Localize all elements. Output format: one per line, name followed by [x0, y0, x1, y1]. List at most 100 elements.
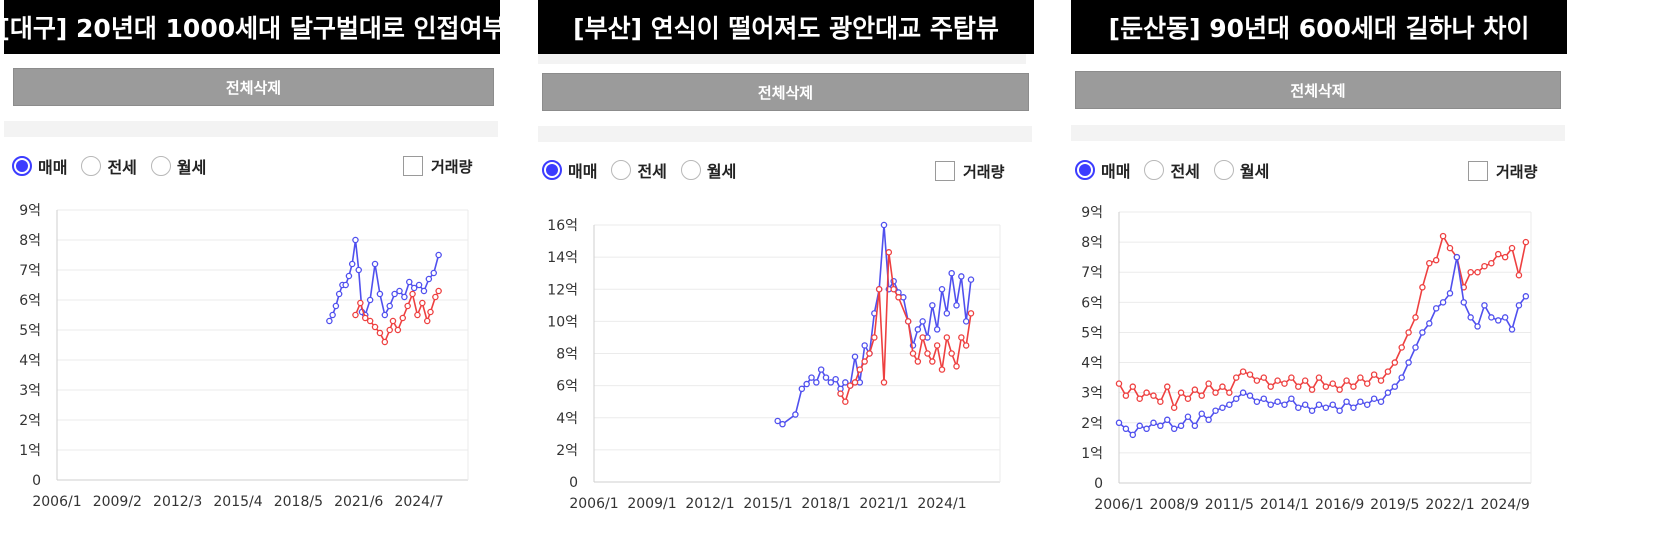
data-point — [371, 323, 379, 331]
delete-all-button[interactable]: 전체삭제 — [13, 68, 494, 106]
data-point — [1315, 374, 1323, 381]
data-point — [1391, 359, 1399, 366]
data-point — [1288, 374, 1295, 381]
data-point — [1322, 383, 1330, 390]
volume-checkbox[interactable] — [935, 161, 955, 181]
divider-strip — [538, 54, 1026, 64]
data-point — [1219, 404, 1226, 411]
radio-monthly[interactable]: 월세 — [680, 158, 736, 182]
data-point — [1391, 383, 1399, 390]
data-point — [938, 366, 946, 373]
volume-toggle[interactable]: 거래량 — [1468, 158, 1537, 184]
data-point — [914, 358, 922, 365]
data-point — [1260, 395, 1268, 402]
data-point — [352, 311, 359, 319]
radio-circle[interactable] — [542, 160, 562, 180]
radio-label: 매매 — [1101, 162, 1131, 181]
data-point — [1426, 320, 1433, 327]
volume-checkbox[interactable] — [403, 156, 423, 176]
data-point — [929, 358, 936, 365]
data-point — [890, 286, 897, 293]
data-point — [1467, 268, 1474, 276]
data-point — [967, 276, 975, 283]
data-point — [1377, 398, 1385, 405]
radio-circle[interactable] — [1213, 160, 1234, 180]
radio-sale[interactable]: 매매 — [542, 158, 597, 182]
volume-label: 거래량 — [1496, 162, 1538, 181]
volume-checkbox[interactable] — [1468, 161, 1488, 181]
data-point — [1357, 398, 1364, 405]
data-point — [895, 294, 902, 301]
x-tick-label: 2006/1 — [32, 494, 81, 510]
y-tick-label: 14억 — [547, 250, 578, 266]
radio-monthly[interactable]: 월세 — [1213, 158, 1269, 182]
radio-jeonse[interactable]: 전세 — [1144, 158, 1200, 182]
data-point — [1419, 329, 1426, 336]
radio-circle[interactable] — [1075, 160, 1095, 180]
y-tick-label: 3억 — [1081, 386, 1103, 402]
y-tick-label: 9억 — [19, 203, 41, 219]
panel-daegu: [대구] 20년대 1000세대 달구벌대로 인접여부 전체삭제 매매 전세 월… — [0, 0, 506, 559]
radio-sale[interactable]: 매매 — [12, 154, 67, 178]
data-point — [419, 299, 426, 307]
x-tick-label: 2009/2 — [93, 494, 142, 510]
divider-band — [538, 126, 1032, 142]
data-point — [1205, 380, 1212, 387]
delete-all-button[interactable]: 전체삭제 — [542, 73, 1029, 111]
radio-monthly[interactable]: 월세 — [150, 154, 206, 178]
data-point — [1446, 290, 1454, 297]
y-tick-label: 7억 — [19, 263, 41, 279]
volume-label: 거래량 — [431, 157, 473, 176]
data-point — [345, 272, 353, 280]
delete-all-button[interactable]: 전체삭제 — [1075, 71, 1561, 109]
data-point — [904, 318, 912, 325]
data-point — [401, 293, 408, 301]
radio-circle[interactable] — [1144, 160, 1165, 180]
data-point — [410, 284, 418, 292]
radio-circle[interactable] — [81, 156, 102, 176]
panel-title: [대구] 20년대 1000세대 달구벌대로 인접여부 — [0, 0, 506, 54]
data-point — [1426, 259, 1433, 267]
radio-circle[interactable] — [680, 160, 701, 180]
volume-toggle[interactable]: 거래량 — [403, 153, 472, 179]
data-point — [1164, 416, 1171, 424]
data-point — [813, 379, 820, 386]
data-point — [1419, 284, 1426, 291]
data-point — [406, 278, 413, 286]
radio-circle[interactable] — [611, 160, 632, 180]
radio-jeonse[interactable]: 전세 — [81, 154, 137, 178]
x-tick-label: 2006/1 — [569, 496, 618, 512]
x-tick-label: 2024/1 — [917, 496, 966, 512]
y-tick-label: 12억 — [547, 282, 578, 298]
data-point — [394, 326, 402, 334]
price-chart: 0 2억 4억 6억 8억 10억 12억 14억 16억 2006/1 2009/1 2012/1 2… — [547, 218, 1001, 512]
data-point — [1267, 401, 1274, 408]
data-point — [933, 326, 941, 333]
data-point — [361, 314, 369, 322]
y-tick-label: 2억 — [1081, 416, 1103, 432]
data-point — [1481, 262, 1488, 270]
data-point — [430, 269, 437, 277]
radio-sale[interactable]: 매매 — [1075, 158, 1130, 182]
data-point — [1515, 271, 1523, 279]
data-point — [1398, 344, 1405, 351]
volume-toggle[interactable]: 거래량 — [935, 158, 1004, 184]
x-tick-label: 2016/9 — [1315, 497, 1364, 513]
data-point — [792, 411, 799, 418]
data-point — [880, 379, 888, 386]
y-tick-label: 4억 — [1081, 356, 1103, 372]
data-point — [1129, 431, 1137, 439]
series-line — [328, 239, 440, 322]
data-point — [1212, 389, 1219, 396]
data-point — [1336, 386, 1343, 393]
x-tick-label: 2021/1 — [859, 496, 908, 512]
data-point — [396, 287, 403, 295]
data-point — [1329, 380, 1337, 387]
data-point — [962, 342, 970, 349]
radio-jeonse[interactable]: 전세 — [611, 158, 667, 182]
data-point — [332, 302, 340, 310]
data-point — [1308, 407, 1316, 414]
radio-circle[interactable] — [150, 156, 171, 176]
data-point — [1219, 383, 1226, 390]
radio-circle[interactable] — [12, 156, 32, 176]
